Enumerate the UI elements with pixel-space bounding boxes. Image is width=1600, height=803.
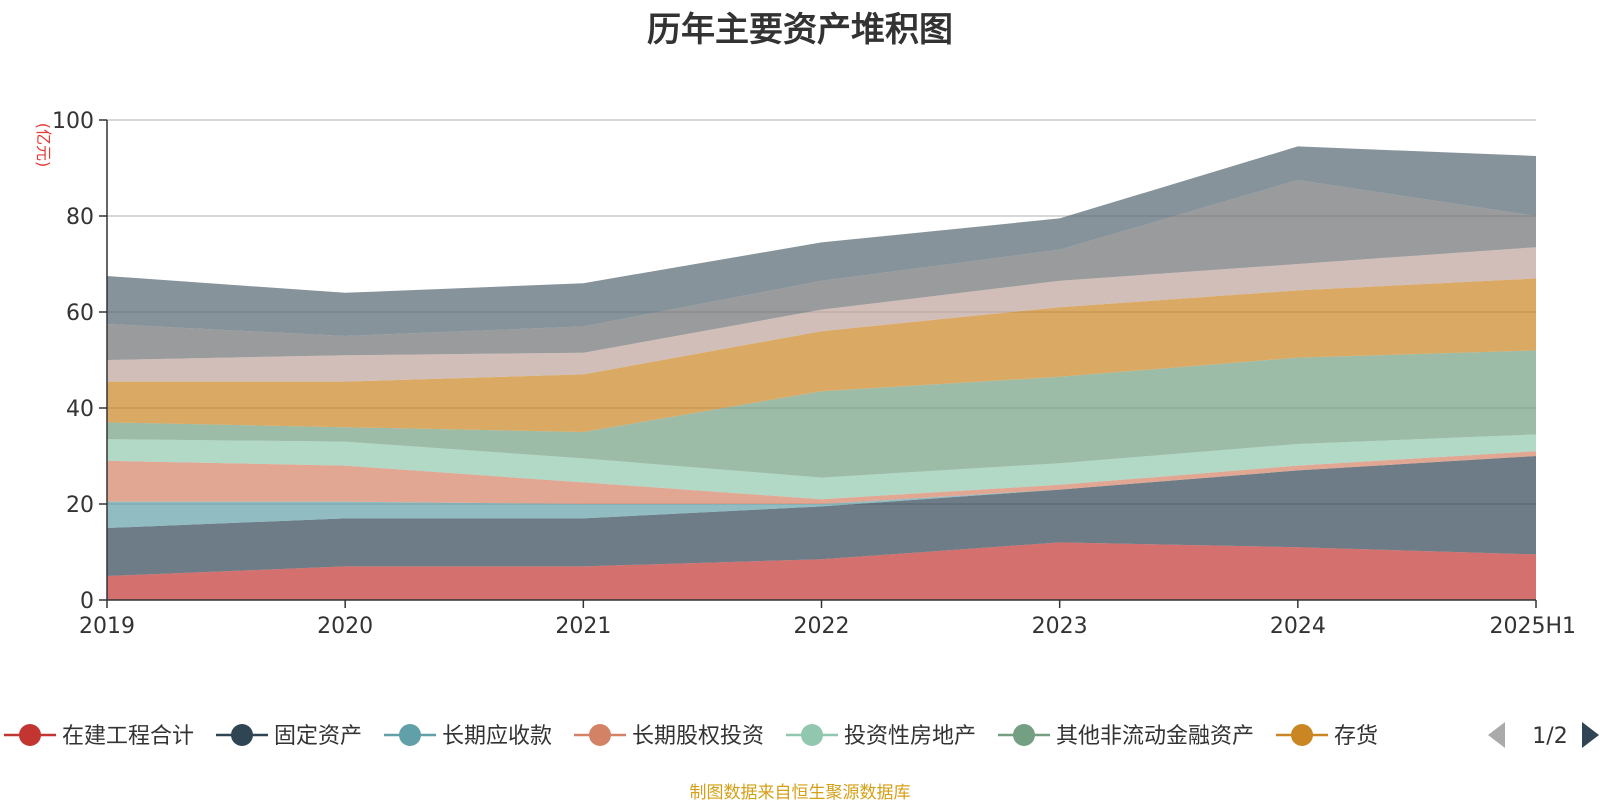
legend-label: 长期股权投资 bbox=[632, 724, 764, 749]
legend-page-indicator: 1/2 bbox=[1532, 724, 1567, 749]
y-tick-label: 60 bbox=[66, 301, 94, 326]
legend-label: 固定资产 bbox=[274, 724, 362, 749]
y-tick-label: 0 bbox=[80, 589, 94, 614]
y-tick-label: 40 bbox=[66, 397, 94, 422]
area-series-6 bbox=[107, 350, 1536, 478]
legend-label: 在建工程合计 bbox=[62, 724, 194, 749]
y-axis-unit-label: (亿元) bbox=[34, 123, 53, 168]
legend-prev-page-icon[interactable] bbox=[1488, 722, 1505, 748]
area-series-3 bbox=[107, 456, 1536, 528]
x-tick-label: 2024 bbox=[1270, 614, 1326, 639]
legend-item[interactable]: 其他非流动金融资产 bbox=[998, 724, 1254, 749]
legend-label: 投资性房地产 bbox=[844, 724, 976, 749]
legend-circle-marker bbox=[801, 724, 823, 746]
x-tick-label: 2022 bbox=[794, 614, 850, 639]
area-series-10 bbox=[107, 146, 1536, 336]
legend-item[interactable]: 长期应收款 bbox=[384, 724, 552, 749]
legend-label: 其他非流动金融资产 bbox=[1056, 724, 1254, 749]
x-tick-label: 2025H1 bbox=[1489, 614, 1576, 639]
x-tick-label: 2021 bbox=[555, 614, 611, 639]
legend-item[interactable]: 存货 bbox=[1276, 724, 1378, 749]
legend-circle-marker bbox=[399, 724, 421, 746]
legend-label: 存货 bbox=[1334, 724, 1378, 749]
y-tick-label: 80 bbox=[66, 205, 94, 230]
area-series-2 bbox=[107, 456, 1536, 576]
legend-circle-marker bbox=[231, 724, 253, 746]
legend-circle-marker bbox=[19, 724, 41, 746]
area-series-8 bbox=[107, 247, 1536, 382]
legend-item[interactable]: 长期股权投资 bbox=[574, 724, 764, 749]
area-series-4 bbox=[107, 451, 1536, 504]
area-series-7 bbox=[107, 278, 1536, 432]
chart-title: 历年主要资产堆积图 bbox=[647, 10, 953, 50]
legend-item[interactable]: 投资性房地产 bbox=[786, 724, 976, 749]
area-series-5 bbox=[107, 434, 1536, 500]
x-tick-label: 2023 bbox=[1032, 614, 1088, 639]
area-series-9 bbox=[107, 180, 1536, 360]
legend-item[interactable]: 固定资产 bbox=[216, 724, 362, 749]
legend-label: 长期应收款 bbox=[442, 724, 552, 749]
x-tick-label: 2019 bbox=[79, 614, 135, 639]
legend-next-page-icon[interactable] bbox=[1582, 722, 1599, 748]
area-series-1 bbox=[107, 542, 1536, 600]
x-tick-label: 2020 bbox=[317, 614, 373, 639]
data-source-note: 制图数据来自恒生聚源数据库 bbox=[689, 783, 911, 803]
legend-circle-marker bbox=[1291, 724, 1313, 746]
legend-circle-marker bbox=[589, 724, 611, 746]
legend: 在建工程合计 固定资产 长期应收款 长期股权投资 投资性房地产 其他非流动金融资产 存货 1/… bbox=[4, 722, 1599, 749]
legend-item[interactable]: 在建工程合计 bbox=[4, 724, 194, 749]
y-tick-label: 20 bbox=[66, 493, 94, 518]
area-series bbox=[107, 146, 1536, 600]
axes: 0 20 40 60 80 100 2019 2020 2021 2022 2023 2024 2025… bbox=[34, 109, 1576, 639]
y-tick-label: 100 bbox=[52, 109, 94, 134]
legend-circle-marker bbox=[1013, 724, 1035, 746]
